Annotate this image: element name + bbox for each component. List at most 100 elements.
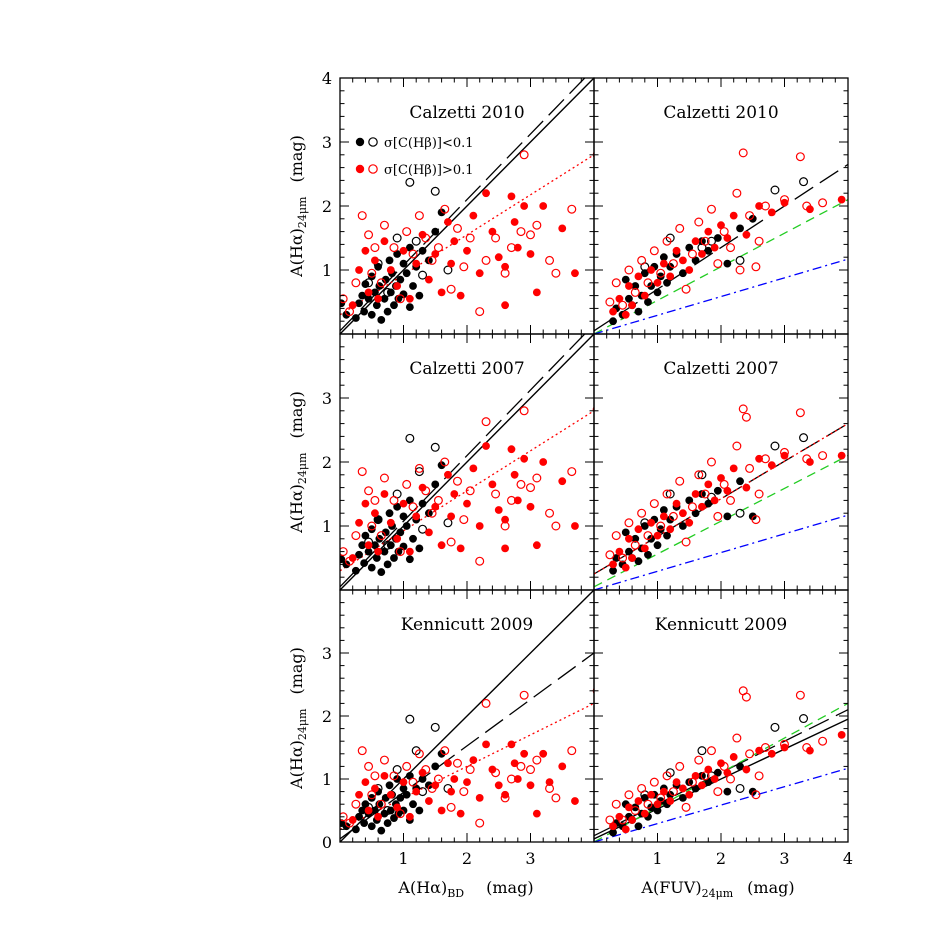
filled-red-point [647,790,656,799]
filled-red-point [704,480,713,489]
open-black-point [373,515,383,525]
open-red-point [421,486,431,496]
filled-red-point [558,762,567,771]
filled-red-point [501,301,509,310]
filled-red-point [507,740,516,749]
filled-red-point [717,474,725,482]
open-red-point [567,467,577,477]
filled-black-point [371,288,379,297]
open-red-point [713,511,723,521]
open-red-point [433,495,443,505]
open-red-point [481,417,491,427]
filled-red-point [685,518,694,527]
filled-red-point [510,759,519,768]
open-red-point [402,479,412,489]
ylabel-bottom-main: A(Hα) [287,740,306,790]
filled-red-point [507,192,516,201]
filled-black-point [437,208,446,217]
fit-line-dash-dot [594,258,848,334]
filled-red-point [463,778,471,787]
filled-red-point [710,243,719,252]
open-red-point [681,802,691,812]
open-red-point [795,408,805,418]
filled-black-point [377,568,386,576]
open-red-point [706,457,716,467]
open-red-point [379,755,389,765]
filled-red-point [640,291,649,300]
fit-line-dash-dot [594,767,848,842]
open-red-point [357,467,367,477]
open-red-point [364,230,374,240]
filled-black-point [437,461,446,470]
filled-black-point [374,262,382,271]
filled-black-point [685,778,694,787]
filled-black-point [736,224,744,233]
filled-red-point [469,756,478,764]
xlabel-left-unit: (mag) [486,878,533,897]
filled-red-point [418,483,427,492]
open-red-point [618,553,628,563]
filled-black-point [361,531,370,540]
open-black-point [383,805,393,815]
open-red-point [379,220,389,230]
open-red-point [367,790,377,800]
filled-red-point [520,749,529,758]
panel-title: Kennicutt 2009 [655,615,787,635]
filled-black-point [364,547,373,556]
filled-red-point [513,775,522,783]
filled-red-point [494,253,503,262]
open-red-point [795,690,805,700]
open-red-point [713,787,723,797]
filled-black-point [621,528,630,537]
filled-red-point [742,765,751,774]
filled-black-point [625,547,633,556]
filled-black-point [372,301,381,310]
open-red-point [500,268,510,278]
open-red-point [662,236,672,246]
filled-black-point [666,515,675,524]
open-black-point [735,508,745,518]
open-black-point [430,186,440,196]
open-red-point [754,489,764,499]
svg-text:A(Hα)24μm(mag): A(Hα)24μm (mag) [287,135,309,278]
xlabel-right-main: A(FUV) [640,878,701,897]
open-red-point [732,733,742,743]
filled-black-point [415,291,424,300]
panel-title: Calzetti 2007 [663,359,778,379]
open-red-point [779,447,789,457]
ylabel-middle-unit: (mag) [287,391,306,438]
filled-black-point [381,275,390,284]
filled-red-point [482,740,490,749]
open-red-point [732,188,742,198]
filled-red-point [837,451,846,460]
filled-red-point [450,490,459,498]
filled-red-point [405,547,414,556]
filled-black-point [358,541,367,550]
open-red-point [675,476,685,486]
open-red-point [414,463,424,473]
filled-black-point [631,534,640,543]
filled-black-point [612,554,621,562]
x-tick-label: 3 [779,849,789,868]
filled-red-point [628,554,636,562]
fit-line-dotted [340,410,594,572]
open-red-point [389,495,399,505]
open-red-point [745,211,755,221]
filled-black-point [685,243,694,252]
open-black-point [364,278,374,288]
filled-red-point [380,771,389,780]
panel-left-middle: Calzetti 2007 1 2 3 [322,333,595,591]
filled-black-point [396,528,405,537]
open-black-point [392,233,402,243]
y-tick-label: 1 [322,261,332,280]
open-red-point [408,502,418,512]
open-red-point [713,259,723,269]
open-red-point [818,451,828,461]
open-black-point [735,783,745,793]
open-red-point [694,755,704,765]
open-red-point [637,783,647,793]
filled-red-point [571,797,579,805]
legend-low-open-marker [368,137,378,147]
x-tick-label: 2 [716,849,726,868]
filled-red-point [640,809,649,818]
